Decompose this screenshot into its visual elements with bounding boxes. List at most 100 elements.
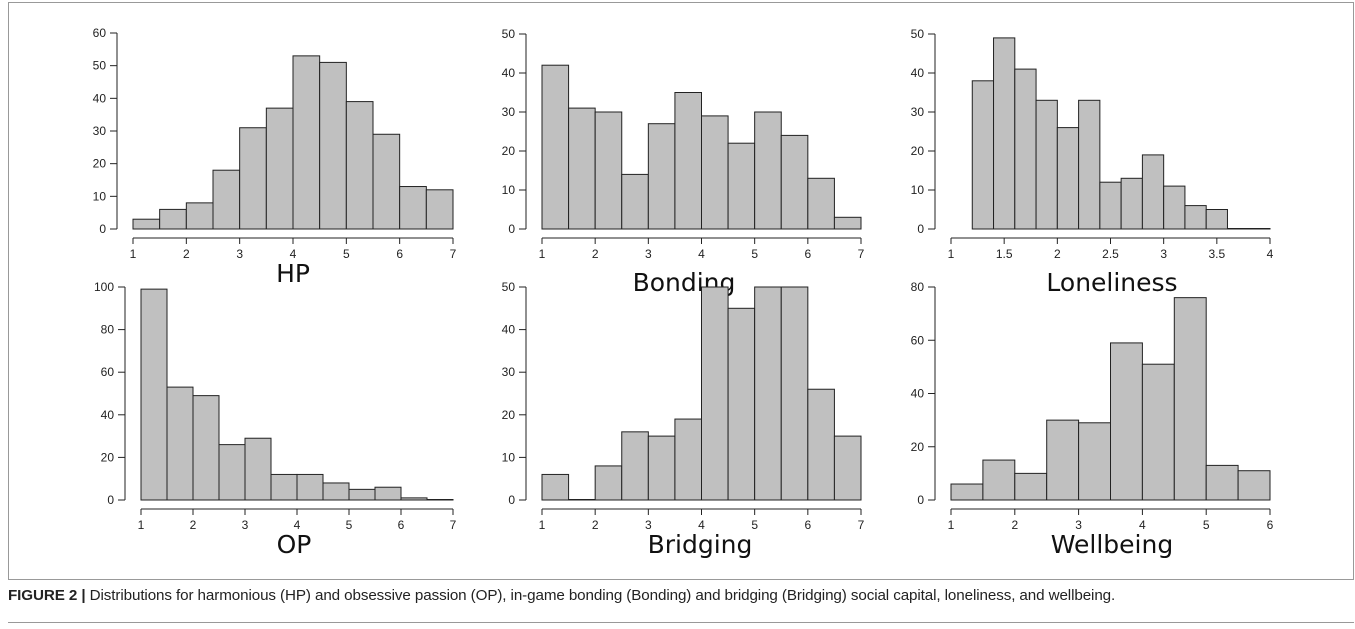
x-tick-label: 1 — [948, 518, 955, 532]
panel-label-wellbeing: Wellbeing — [1051, 530, 1173, 559]
x-tick-label: 2 — [190, 518, 197, 532]
histogram-bar — [192, 395, 220, 501]
y-tick-label: 20 — [502, 144, 516, 158]
histogram-bar — [159, 208, 187, 230]
x-tick-label: 5 — [343, 247, 350, 261]
y-tick-label: 0 — [99, 222, 106, 236]
histogram-bar — [319, 61, 347, 230]
histogram-bar — [1014, 68, 1037, 230]
y-tick-label: 30 — [502, 365, 516, 379]
histogram-bar — [244, 437, 272, 501]
histogram-bar — [270, 473, 298, 501]
histogram-bar — [674, 418, 703, 501]
y-tick-label: 40 — [911, 387, 925, 401]
histogram-bar — [239, 127, 267, 230]
y-tick-label: 20 — [911, 440, 925, 454]
x-tick-label: 3 — [236, 247, 243, 261]
x-tick-label: 7 — [450, 518, 457, 532]
histogram-bar — [1237, 470, 1271, 501]
histogram-bar — [754, 286, 782, 501]
histogram-bar — [1099, 181, 1122, 230]
x-tick-label: 7 — [450, 247, 457, 261]
y-tick-label: 80 — [911, 280, 925, 294]
histogram-bar — [727, 307, 756, 501]
x-tick-label: 2 — [183, 247, 190, 261]
histogram-bar — [212, 169, 241, 230]
histogram-bar — [594, 111, 623, 230]
x-tick-label: 4 — [698, 247, 705, 261]
histogram-bar — [400, 497, 428, 501]
histogram-bar — [1141, 154, 1165, 230]
histogram-bar — [1226, 228, 1250, 230]
histogram-bar — [701, 286, 729, 501]
histogram-wellbeing: 0 20 40 60 80 1 2 3 4 5 6 Wellbeing — [911, 280, 1274, 559]
histogram-bar — [1078, 422, 1111, 501]
x-tick-label: 3 — [242, 518, 249, 532]
x-tick-label: 4 — [698, 518, 705, 532]
histogram-bar — [950, 483, 984, 501]
figure-caption: FIGURE 2 | Distributions for harmonious … — [8, 587, 1354, 604]
x-tick-label: 4 — [1267, 247, 1274, 261]
histogram-bar — [727, 142, 756, 230]
x-tick-label: 3 — [645, 247, 652, 261]
y-tick-label: 50 — [93, 59, 107, 73]
histogram-bar — [265, 107, 294, 230]
histogram-bar — [1184, 205, 1207, 230]
y-tick-label: 30 — [93, 124, 107, 138]
histogram-bar — [993, 37, 1016, 230]
histogram-bar — [833, 435, 862, 501]
histogram-bar — [833, 216, 862, 230]
histogram-bar — [132, 218, 161, 230]
histogram-bar — [1163, 185, 1186, 230]
y-tick-label: 60 — [101, 365, 115, 379]
x-tick-label: 2 — [1011, 518, 1018, 532]
x-tick-label: 5 — [751, 518, 758, 532]
histogram-bar — [1120, 177, 1143, 230]
histogram-bar — [568, 107, 596, 230]
histogram-bar — [322, 482, 350, 501]
y-tick-label: 20 — [502, 408, 516, 422]
figure-frame — [8, 2, 1354, 580]
y-tick-label: 100 — [94, 280, 114, 294]
y-tick-label: 40 — [502, 66, 516, 80]
x-tick-label: 3.5 — [1208, 247, 1225, 261]
histogram-bar — [140, 288, 168, 501]
y-tick-label: 30 — [911, 105, 925, 119]
y-tick-label: 10 — [502, 450, 516, 464]
histogram-bar — [1248, 228, 1271, 230]
histogram-bar — [971, 80, 995, 230]
histogram-bar — [218, 444, 246, 501]
y-tick-label: 20 — [101, 450, 115, 464]
histogram-bar — [647, 435, 676, 501]
y-tick-label: 50 — [911, 27, 925, 41]
x-tick-label: 1 — [130, 247, 137, 261]
x-tick-label: 3 — [1075, 518, 1082, 532]
histogram-bar — [296, 473, 324, 501]
x-tick-label: 1 — [539, 518, 546, 532]
y-tick-label: 40 — [502, 323, 516, 337]
x-tick-label: 6 — [396, 247, 403, 261]
y-tick-label: 10 — [502, 183, 516, 197]
histogram-bar — [674, 92, 703, 230]
histogram-bar — [701, 115, 729, 230]
y-tick-label: 0 — [508, 222, 515, 236]
y-tick-label: 40 — [93, 91, 107, 105]
y-tick-label: 0 — [917, 493, 924, 507]
histogram-bar — [292, 55, 321, 230]
histogram-loneliness: 0 10 20 30 40 50 1 1.5 2 2.5 3 3.5 4 Loneliness — [911, 27, 1274, 297]
y-tick-label: 60 — [93, 26, 107, 40]
y-tick-label: 0 — [917, 222, 924, 236]
histogram-bar — [399, 186, 427, 230]
histogram-bar — [568, 499, 596, 501]
histogram-bar — [780, 286, 809, 501]
histogram-bar — [1205, 209, 1228, 230]
x-tick-label: 2 — [1054, 247, 1061, 261]
y-tick-label: 40 — [101, 408, 115, 422]
histogram-bar — [1173, 297, 1207, 501]
histogram-bar — [541, 64, 570, 230]
histogram-bar — [1035, 99, 1058, 230]
histogram-bar — [345, 101, 374, 230]
histogram-bar — [1110, 342, 1143, 501]
panel-label-loneliness: Loneliness — [1046, 268, 1177, 297]
histogram-hp: 0 10 20 30 40 50 60 1 2 3 4 5 6 7 HP — [93, 26, 457, 288]
